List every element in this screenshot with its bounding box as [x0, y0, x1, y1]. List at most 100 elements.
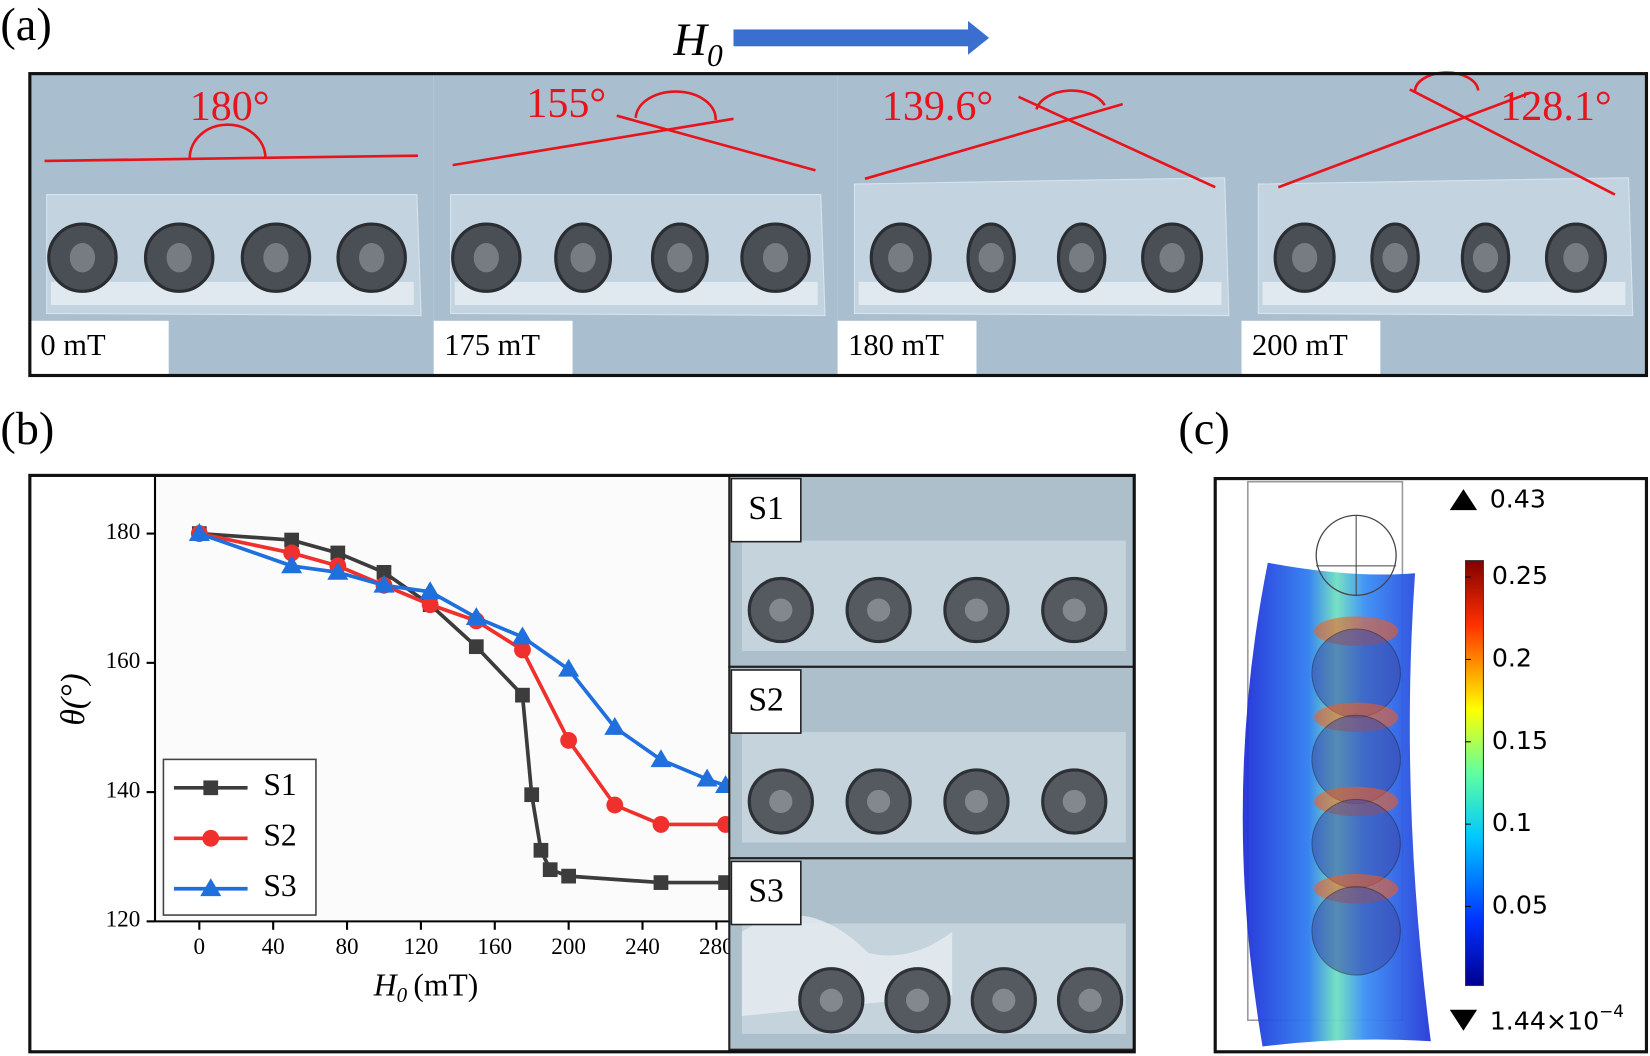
min-label: 1.44×10−4	[1490, 1001, 1624, 1036]
field-arrow-head	[968, 21, 990, 55]
sphere-highlight	[1062, 598, 1086, 622]
marker	[511, 626, 533, 645]
field-label-box	[433, 320, 573, 376]
marker	[715, 775, 730, 794]
x-label-unit: (mT)	[413, 968, 478, 1003]
sphere-highlight	[905, 988, 930, 1012]
x-label-symbol: H	[373, 968, 399, 1003]
marker	[524, 787, 540, 803]
angle-label: 139.6°	[882, 84, 993, 130]
sphere-highlight	[762, 242, 789, 273]
angle-line	[864, 102, 1124, 181]
sphere-highlight	[1291, 242, 1318, 273]
marker	[560, 731, 578, 749]
x-axis-label: H0 (mT)	[373, 968, 478, 1007]
x-tick-label: 0	[194, 934, 206, 960]
field-label: 175 mT	[444, 328, 540, 362]
field-subscript: 0	[707, 38, 723, 73]
marker	[330, 545, 346, 561]
marker	[188, 523, 210, 541]
sphere-highlight	[964, 789, 989, 814]
sphere-highlight	[69, 242, 96, 273]
marker	[376, 564, 392, 580]
angle-label: 128.1°	[1500, 84, 1611, 130]
marker	[284, 532, 300, 548]
angle-line	[1017, 95, 1216, 189]
sphere	[1311, 886, 1401, 976]
marker	[696, 768, 718, 787]
angle-label: 155°	[526, 81, 606, 127]
plot-series	[188, 523, 730, 890]
angle-arc	[1035, 89, 1106, 110]
sphere-highlight	[667, 242, 693, 273]
sphere-highlight	[1062, 789, 1086, 814]
field-arrow	[733, 29, 971, 47]
field-label-box	[29, 320, 169, 376]
marker	[373, 574, 395, 593]
x-label-subscript: 0	[397, 983, 408, 1007]
angle-line	[44, 154, 418, 163]
marker	[283, 544, 301, 562]
colorbar-tick-label: 0.15	[1492, 726, 1548, 755]
sphere-highlight	[1472, 242, 1499, 273]
sphere-highlight	[964, 598, 989, 622]
angle-line	[616, 114, 816, 172]
sphere-highlight	[359, 242, 385, 273]
field-label-box	[1241, 320, 1381, 376]
photo-label-box	[730, 477, 802, 543]
photo-label: S3	[748, 873, 784, 910]
legend-label: S1	[263, 767, 296, 802]
marker	[604, 716, 626, 735]
marker	[419, 581, 441, 600]
field-symbol: H0	[673, 15, 723, 73]
marker	[717, 816, 730, 833]
photo-label: S1	[748, 490, 784, 527]
sphere-highlight	[473, 242, 499, 273]
film	[853, 177, 1230, 317]
marker	[421, 596, 439, 614]
angle-line	[1409, 88, 1616, 196]
sphere-highlight	[867, 598, 891, 622]
panel-label: (b)	[0, 404, 54, 455]
film-base	[858, 281, 1222, 306]
field-symbol-text: H	[673, 15, 710, 66]
panel-b-border	[28, 473, 1136, 1054]
field-label-box	[837, 320, 977, 376]
min-marker	[1449, 1009, 1478, 1031]
colorbar-tick-label: 0.2	[1492, 643, 1532, 672]
marker	[327, 561, 349, 580]
max-label: 0.43	[1490, 485, 1546, 514]
y-tick-label: 140	[106, 777, 141, 803]
sphere-highlight	[888, 242, 914, 273]
marker	[542, 862, 558, 878]
x-tick-label: 80	[335, 934, 358, 960]
sphere-highlight	[992, 988, 1016, 1012]
marker	[200, 878, 222, 897]
film-base	[1262, 281, 1626, 306]
marker	[533, 842, 549, 858]
legend-label: S3	[263, 868, 296, 903]
marker	[202, 829, 220, 847]
angle-line	[452, 117, 734, 167]
film-base	[454, 281, 818, 306]
marker	[561, 868, 576, 884]
y-tick-label: 160	[106, 648, 141, 674]
sphere-highlight	[1382, 242, 1408, 273]
film	[1257, 177, 1634, 317]
panel-label: (c)	[1178, 404, 1229, 455]
x-tick-label: 160	[477, 934, 512, 960]
marker	[281, 555, 303, 574]
marker	[468, 639, 484, 655]
x-tick-label: 240	[625, 934, 660, 960]
field-label: 0 mT	[40, 328, 106, 362]
y-tick-label: 120	[106, 907, 141, 933]
field-label: 200 mT	[1252, 328, 1348, 362]
sphere-highlight	[819, 988, 843, 1012]
sphere-highlight	[570, 242, 596, 273]
x-tick-label: 120	[404, 934, 439, 960]
marker	[558, 658, 580, 677]
colorbar-tick-label: 0.1	[1492, 808, 1532, 837]
marker	[514, 641, 531, 659]
photo-label: S2	[748, 681, 784, 718]
x-tick-label: 40	[262, 934, 285, 960]
